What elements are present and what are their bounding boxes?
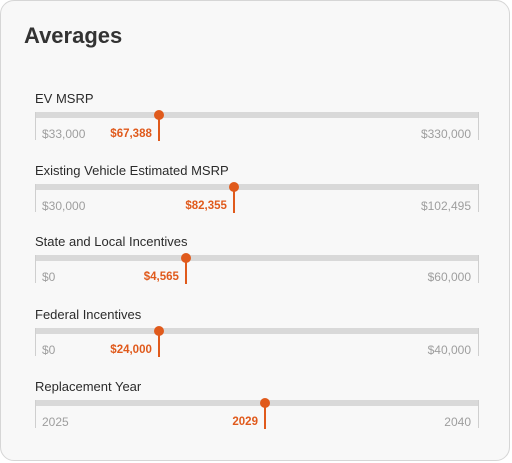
row-label: Replacement Year (35, 379, 142, 394)
range-start-tick (35, 184, 36, 212)
range-max-label: 2040 (444, 415, 471, 429)
range-min-label: $0 (42, 343, 56, 357)
marker-value: $82,355 (185, 200, 227, 212)
marker-value: $4,565 (143, 271, 179, 283)
range-start-tick (35, 112, 36, 140)
row-label: EV MSRP (35, 91, 94, 106)
marker-dot (153, 110, 164, 120)
row-replacement-year: Replacement Year 2025 2040 2029 (35, 379, 479, 439)
marker-value: $67,388 (110, 128, 152, 140)
row-label: State and Local Incentives (35, 234, 188, 249)
card-title: Averages (24, 23, 123, 48)
marker-dot (259, 398, 270, 408)
range-start-tick (35, 328, 36, 356)
range-max-label: $60,000 (427, 270, 471, 284)
range-min-label: 2025 (42, 415, 69, 429)
range-end-tick (478, 328, 479, 356)
row-federal-incentives: Federal Incentives $0 $40,000 $24,000 (35, 307, 479, 367)
marker-line (184, 258, 187, 284)
row-label: Existing Vehicle Estimated MSRP (35, 163, 229, 178)
row-label: Federal Incentives (35, 307, 142, 322)
row-ev-msrp: EV MSRP $33,000 $330,000 $67,388 (35, 91, 479, 151)
marker-dot (153, 326, 164, 336)
range-end-tick (478, 184, 479, 212)
range-max-label: $330,000 (420, 127, 471, 141)
marker-value: $24,000 (110, 344, 152, 356)
range-min-label: $30,000 (42, 199, 86, 213)
range-end-tick (478, 112, 479, 140)
row-existing-vehicle-msrp: Existing Vehicle Estimated MSRP $30,000 … (35, 163, 479, 223)
marker-value: 2029 (232, 416, 258, 428)
range-min-label: $33,000 (42, 127, 86, 141)
range-max-label: $102,495 (420, 199, 471, 213)
range-track (35, 400, 479, 406)
marker-dot (228, 182, 239, 192)
range-end-tick (478, 255, 479, 283)
row-state-local-incentives: State and Local Incentives $0 $60,000 $4… (35, 234, 479, 294)
range-track (35, 328, 479, 334)
range-min-label: $0 (42, 270, 56, 284)
range-start-tick (35, 255, 36, 283)
range-start-tick (35, 400, 36, 428)
range-track (35, 112, 479, 118)
marker-line (157, 115, 160, 141)
marker-line (232, 187, 235, 213)
marker-dot (180, 253, 191, 263)
range-end-tick (478, 400, 479, 428)
marker-line (263, 403, 266, 429)
range-track (35, 255, 479, 261)
range-track (35, 184, 479, 190)
marker-line (157, 331, 160, 357)
range-max-label: $40,000 (427, 343, 471, 357)
